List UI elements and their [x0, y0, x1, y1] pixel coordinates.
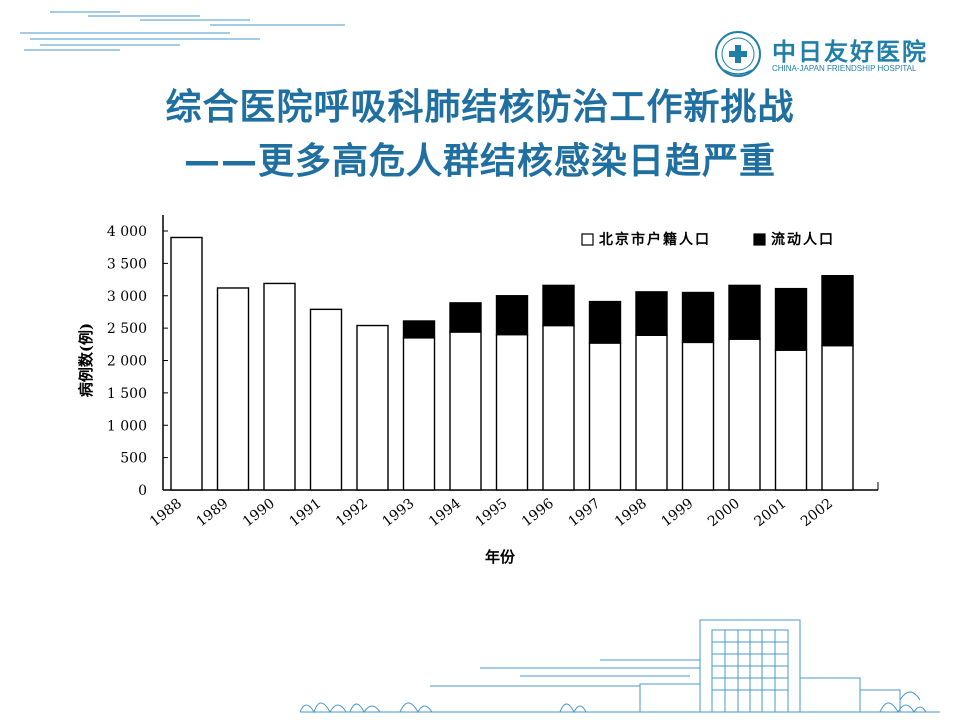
bar-migrant-1994 — [449, 302, 482, 333]
bar-resident-2002 — [821, 344, 854, 491]
bar-resident-2000 — [728, 338, 761, 491]
bar-migrant-1997 — [588, 300, 622, 344]
y-tick-label: 0 — [138, 483, 147, 499]
hospital-name-en: CHINA-JAPAN FRIENDSHIP HOSPITAL — [772, 64, 917, 73]
y-tick-label: 2 500 — [107, 321, 147, 337]
bar-resident-1992 — [356, 324, 389, 491]
y-tick-label: 1 500 — [107, 386, 147, 402]
bar-resident-1989 — [216, 287, 250, 491]
bar-resident-1991 — [309, 308, 343, 491]
bar-resident-1996 — [542, 324, 575, 491]
y-axis-label: 病例数(例) — [77, 323, 95, 397]
bar-migrant-1995 — [495, 295, 529, 336]
y-tick-label: 4 000 — [107, 224, 147, 240]
bar-resident-1990 — [263, 282, 296, 491]
y-tick-label: 2 000 — [107, 354, 147, 370]
x-axis-label: 年份 — [485, 548, 516, 566]
bar-migrant-2000 — [728, 284, 761, 340]
bar-migrant-1998 — [635, 291, 668, 336]
y-tick-label: 3 500 — [107, 256, 147, 272]
legend-swatch-bar-migrant — [753, 233, 766, 246]
bar-resident-1988 — [170, 236, 203, 491]
y-tick-label: 3 000 — [107, 289, 147, 305]
legend-label: 流动人口 — [771, 231, 835, 248]
y-tick-label: 500 — [120, 451, 147, 467]
bar-resident-1993 — [402, 337, 436, 491]
legend-label: 北京市户籍人口 — [599, 231, 711, 248]
y-tick-label: 1 000 — [107, 418, 147, 434]
legend-swatch-bar-resident — [581, 233, 594, 246]
bar-migrant-1996 — [542, 284, 575, 327]
bar-resident-1998 — [635, 334, 668, 491]
bar-migrant-2002 — [821, 274, 854, 347]
bar-resident-1995 — [495, 333, 529, 491]
bar-migrant-1993 — [402, 320, 436, 339]
hospital-name-cn: 中日友好医院 — [772, 37, 928, 66]
slide-title: 综合医院呼吸科肺结核防治工作新挑战 — [165, 87, 795, 128]
bar-resident-1997 — [588, 342, 622, 491]
hospital-seal-icon — [715, 31, 761, 77]
hospital-logo: 中日友好医院 CHINA-JAPAN FRIENDSHIP HOSPITAL — [714, 30, 934, 80]
decorative-lines — [20, 11, 345, 51]
slide-subtitle: ——更多高危人群结核感染日趋严重 — [183, 141, 776, 182]
bar-migrant-2001 — [774, 287, 808, 351]
bar-migrant-1999 — [681, 291, 715, 344]
